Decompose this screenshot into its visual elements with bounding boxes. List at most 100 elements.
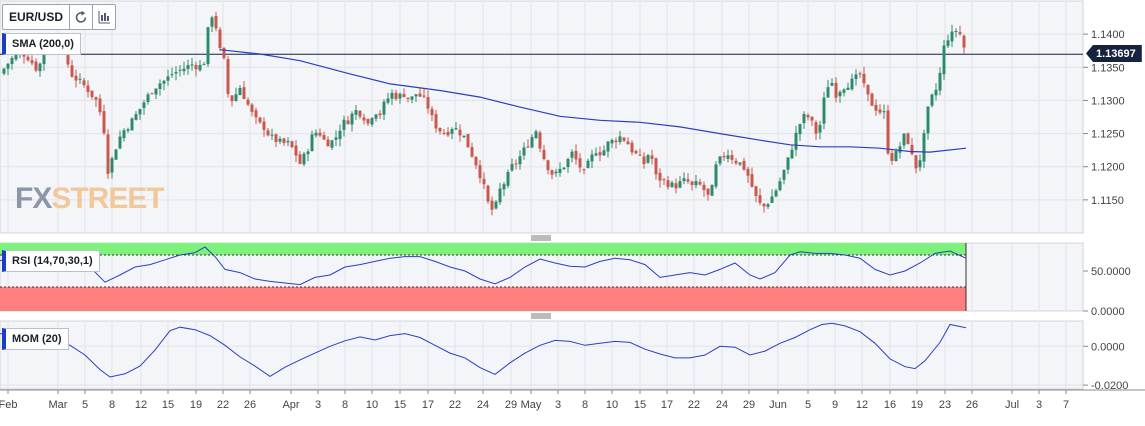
x-tick-label: 3: [1036, 399, 1042, 411]
candle-body: [922, 133, 926, 162]
x-tick-label: 5: [805, 399, 811, 411]
candle-body: [742, 160, 746, 170]
pane-resize-handle-1[interactable]: [531, 235, 551, 241]
x-tick-label: 9: [832, 399, 838, 411]
candle-body: [186, 65, 190, 70]
mom-indicator-label[interactable]: MOM (20): [2, 328, 69, 350]
y-tick-label: 1.1250: [1091, 129, 1125, 141]
x-tick-label: 10: [606, 399, 618, 411]
candle-body: [554, 171, 558, 174]
candle-body: [862, 73, 866, 84]
candle-body: [370, 118, 374, 125]
candle-body: [878, 109, 882, 113]
candle-body: [266, 130, 270, 136]
candle-body: [14, 53, 18, 60]
candle-body: [30, 60, 34, 64]
candle-body: [826, 87, 830, 98]
candle-body: [802, 114, 806, 124]
candle-body: [406, 97, 410, 100]
candle-body: [398, 93, 402, 99]
candle-body: [158, 83, 162, 89]
chart-type-button[interactable]: [93, 5, 115, 29]
symbol-label[interactable]: EUR/USD: [3, 5, 71, 29]
candle-body: [222, 47, 226, 59]
candle-body: [254, 110, 258, 118]
candle-body: [246, 99, 250, 105]
candle-body: [666, 180, 670, 188]
candle-body: [958, 32, 962, 35]
candle-body: [202, 64, 206, 66]
candle-body: [906, 133, 910, 145]
candle-body: [634, 151, 638, 154]
candle-body: [542, 149, 546, 160]
candle-body: [702, 184, 706, 191]
candle-body: [298, 154, 302, 164]
candle-body: [462, 135, 466, 138]
candle-body: [402, 93, 406, 97]
candle-body: [118, 136, 122, 149]
candle-body: [766, 204, 770, 207]
candle-body: [42, 51, 46, 65]
candle-body: [210, 17, 214, 27]
candlestick-icon: [98, 11, 111, 24]
mom-y-tick-label: -0.0200: [1091, 380, 1128, 392]
candle-body: [474, 156, 478, 166]
candle-body: [78, 78, 82, 80]
candle-body: [622, 137, 626, 141]
candle-body: [146, 94, 150, 103]
candle-body: [570, 151, 574, 158]
candle-body: [842, 89, 846, 93]
y-tick-label: 1.1150: [1091, 195, 1124, 207]
pane-resize-handle-2[interactable]: [531, 313, 551, 319]
candle-body: [798, 124, 802, 135]
x-tick-label: 24: [716, 399, 728, 411]
candle-body: [578, 158, 582, 168]
candle-body: [470, 147, 474, 157]
candle-body: [382, 101, 386, 115]
candle-body: [522, 147, 526, 156]
candle-body: [110, 158, 114, 173]
candle-body: [418, 93, 422, 97]
candle-body: [574, 150, 578, 160]
pane-3: [0, 320, 1084, 390]
candle-body: [226, 59, 230, 94]
candle-body: [890, 153, 894, 161]
candle-body: [838, 91, 842, 97]
x-tick-label: 17: [661, 399, 673, 411]
candle-body: [230, 95, 234, 102]
candle-body: [38, 63, 42, 72]
candle-body: [250, 104, 254, 112]
candle-body: [674, 183, 678, 189]
fxstreet-logo: FXSTREET: [15, 182, 165, 215]
candle-body: [450, 129, 454, 134]
x-tick-label: 17: [422, 399, 434, 411]
y-tick-label: 1.1200: [1091, 162, 1125, 174]
candle-body: [678, 181, 682, 188]
sma-indicator-label[interactable]: SMA (200,0): [2, 33, 81, 55]
candle-body: [74, 75, 78, 81]
candle-body: [602, 150, 606, 156]
candle-body: [714, 164, 718, 187]
candle-body: [322, 135, 326, 140]
rsi-indicator-label[interactable]: RSI (14,70,30,1): [2, 250, 100, 272]
y-tick-label: 1.1300: [1091, 95, 1125, 107]
candle-body: [258, 117, 262, 123]
candle-body: [102, 111, 106, 134]
x-tick-label: Jun: [769, 399, 787, 411]
candle-body: [294, 145, 298, 156]
x-tick-label: Mar: [49, 399, 68, 411]
candle-body: [754, 186, 758, 196]
candle-body: [498, 188, 502, 203]
refresh-button[interactable]: [70, 5, 94, 29]
candle-body: [142, 102, 146, 109]
x-tick-label: 12: [135, 399, 147, 411]
candle-body: [178, 69, 182, 71]
candle-body: [866, 84, 870, 95]
x-tick-label: May: [521, 399, 542, 411]
candle-body: [630, 142, 634, 153]
x-tick-label: 22: [449, 399, 461, 411]
candle-body: [894, 151, 898, 162]
candle-body: [726, 155, 730, 159]
candle-body: [614, 140, 618, 143]
